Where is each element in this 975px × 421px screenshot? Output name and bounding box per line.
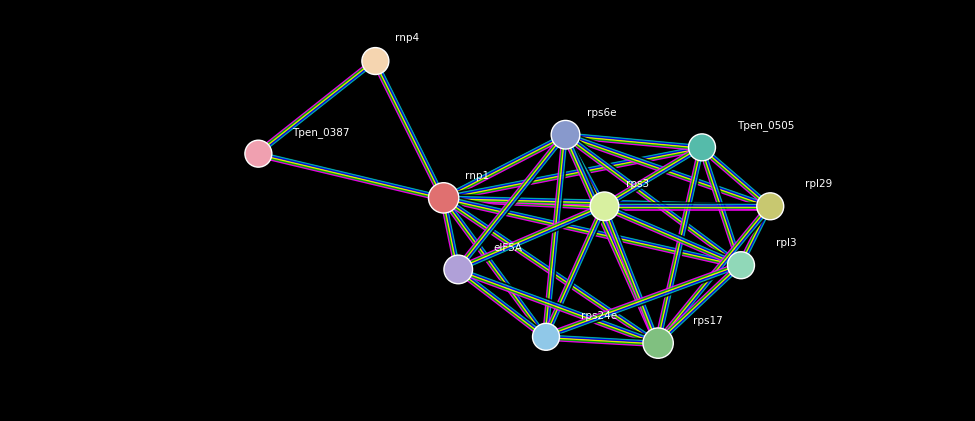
Text: rpl29: rpl29 bbox=[805, 179, 833, 189]
Text: rps6e: rps6e bbox=[587, 108, 616, 118]
Text: rnp1: rnp1 bbox=[465, 171, 489, 181]
Circle shape bbox=[444, 255, 473, 284]
Circle shape bbox=[688, 134, 716, 161]
Text: rps17: rps17 bbox=[693, 316, 723, 326]
Circle shape bbox=[757, 193, 784, 220]
Text: Tpen_0505: Tpen_0505 bbox=[737, 120, 795, 131]
Circle shape bbox=[245, 140, 272, 167]
Text: rps3: rps3 bbox=[626, 179, 649, 189]
Circle shape bbox=[362, 48, 389, 75]
Text: rnp4: rnp4 bbox=[395, 33, 419, 43]
Circle shape bbox=[590, 192, 619, 221]
Circle shape bbox=[727, 252, 755, 279]
Circle shape bbox=[532, 323, 560, 350]
Circle shape bbox=[428, 183, 459, 213]
Text: rpl3: rpl3 bbox=[776, 238, 797, 248]
Circle shape bbox=[551, 120, 580, 149]
Circle shape bbox=[643, 328, 674, 358]
Text: eIF5A: eIF5A bbox=[493, 243, 523, 253]
Text: rps24e: rps24e bbox=[581, 311, 617, 321]
Text: Tpen_0387: Tpen_0387 bbox=[292, 127, 350, 138]
